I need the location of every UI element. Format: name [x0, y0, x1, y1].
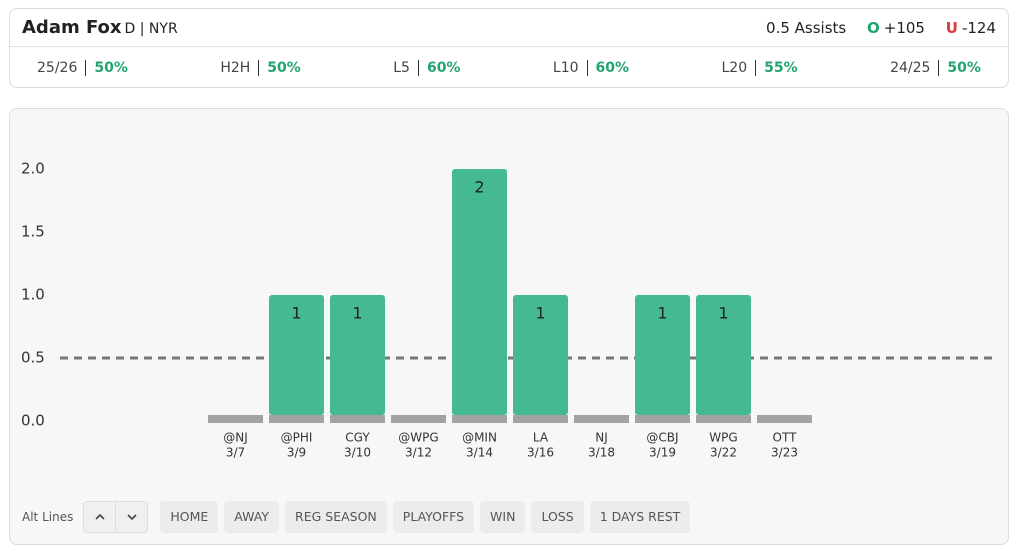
bar-base	[391, 415, 446, 423]
value-label: 1	[291, 304, 301, 323]
x-tick-label: CGY	[345, 431, 370, 445]
x-tick-date: 3/18	[588, 446, 615, 460]
bar	[696, 295, 751, 415]
bar	[269, 295, 324, 415]
alt-lines: Alt Lines	[22, 510, 74, 524]
split-value: 50%	[94, 60, 128, 76]
split-label: L20	[721, 60, 757, 76]
x-tick-date: 3/23	[771, 446, 798, 460]
up-icon	[95, 513, 105, 520]
x-tick-label: @WPG	[398, 431, 438, 445]
odds: 0.5 Assists O +105 U -124	[762, 19, 996, 37]
bar-base	[696, 415, 751, 423]
under-label: U	[945, 19, 958, 37]
bar	[330, 295, 385, 415]
x-tick-date: 3/16	[527, 446, 554, 460]
value-label: 1	[352, 304, 362, 323]
x-tick-date: 3/7	[226, 446, 245, 460]
split-label: H2H	[220, 60, 260, 76]
split: L10 60%	[552, 60, 630, 76]
split-value: 60%	[595, 60, 630, 76]
split-value: 60%	[426, 60, 461, 76]
y-tick-label: 0.5	[21, 349, 45, 367]
bar-base	[757, 415, 812, 423]
player-name: Adam Fox D | NYR	[22, 17, 178, 38]
x-tick-label: @PHI	[281, 431, 313, 445]
down-icon	[127, 514, 137, 521]
split: L20 55%	[721, 60, 798, 76]
value-label: 1	[718, 304, 728, 323]
split-label: L5	[393, 60, 419, 76]
y-tick-label: 0.0	[21, 412, 45, 430]
under-odds[interactable]: -124	[961, 19, 996, 37]
x-tick-label: WPG	[709, 431, 737, 445]
split-label: L10	[552, 60, 588, 76]
x-tick-date: 3/22	[710, 446, 737, 460]
filter-button[interactable]: REG SEASON	[285, 501, 387, 533]
x-tick-date: 3/12	[405, 446, 432, 460]
split-value: 50%	[267, 60, 301, 76]
filters: HOME AWAY REG SEASON PLAYOFFS WIN LOSS 1 DAYS …	[160, 501, 696, 533]
x-tick-label: @CBJ	[646, 431, 678, 445]
split: 25/26 50%	[37, 60, 128, 76]
bar-base	[513, 415, 568, 423]
splits: 25/26 50% H2H 50% L5 60% L10 60% L20 55% 24/25 50%	[10, 47, 1008, 89]
chart-card: Alt Lines HOME AWAY REG SEASON PLAYOFFS WIN L…	[9, 108, 1009, 545]
header-card: Adam Fox D | NYR 0.5 Assists O +105 U -124 …	[9, 8, 1009, 88]
filter-button[interactable]: LOSS	[531, 501, 584, 533]
value-label: 1	[535, 304, 545, 323]
bar	[635, 295, 690, 415]
bar	[513, 295, 568, 415]
alt-arrows	[83, 501, 149, 533]
down-button[interactable]	[115, 502, 147, 532]
value-label: 2	[474, 178, 484, 197]
split: H2H 50%	[220, 60, 301, 76]
split: L5 60%	[393, 60, 460, 76]
x-tick-label: LA	[533, 431, 549, 445]
bar-base	[208, 415, 263, 423]
bar-base	[330, 415, 385, 423]
value-label: 1	[657, 304, 667, 323]
bar-base	[635, 415, 690, 423]
position: D | NYR	[124, 21, 178, 37]
y-tick-label: 1.5	[21, 223, 45, 241]
split-label: 25/26	[37, 60, 87, 76]
x-tick-date: 3/19	[649, 446, 676, 460]
split-label: 24/25	[890, 60, 940, 76]
filter-button[interactable]: PLAYOFFS	[392, 501, 475, 533]
x-tick-label: OTT	[773, 431, 798, 445]
y-tick-label: 2.0	[21, 160, 45, 178]
split: 24/25 50%	[890, 60, 981, 76]
y-tick-label: 1.0	[21, 286, 45, 304]
bar-base	[452, 415, 507, 423]
x-tick-label: NJ	[595, 431, 608, 445]
over-odds[interactable]: +105	[883, 19, 925, 37]
filter-button[interactable]: HOME	[160, 501, 219, 533]
bar-base	[574, 415, 629, 423]
x-tick-date: 3/10	[344, 446, 371, 460]
split-value: 55%	[764, 60, 798, 76]
x-tick-label: @MIN	[462, 431, 497, 445]
x-tick-date: 3/9	[287, 446, 306, 460]
up-button[interactable]	[84, 502, 115, 532]
bar-base	[269, 415, 324, 423]
filter-button[interactable]: 1 DAYS REST	[589, 501, 691, 533]
footer: Alt Lines HOME AWAY REG SEASON PLAYOFFS WIN L…	[22, 501, 696, 533]
header-top: Adam Fox D | NYR 0.5 Assists O +105 U -124	[10, 9, 1008, 47]
prop: 0.5 Assists	[766, 19, 847, 37]
player: Adam Fox	[22, 17, 122, 38]
bar	[452, 169, 507, 415]
x-tick-date: 3/14	[466, 446, 493, 460]
split-value: 50%	[947, 60, 981, 76]
filter-button[interactable]: AWAY	[224, 501, 280, 533]
x-tick-label: @NJ	[223, 431, 248, 445]
over-label: O	[867, 19, 880, 37]
filter-button[interactable]: WIN	[480, 501, 526, 533]
